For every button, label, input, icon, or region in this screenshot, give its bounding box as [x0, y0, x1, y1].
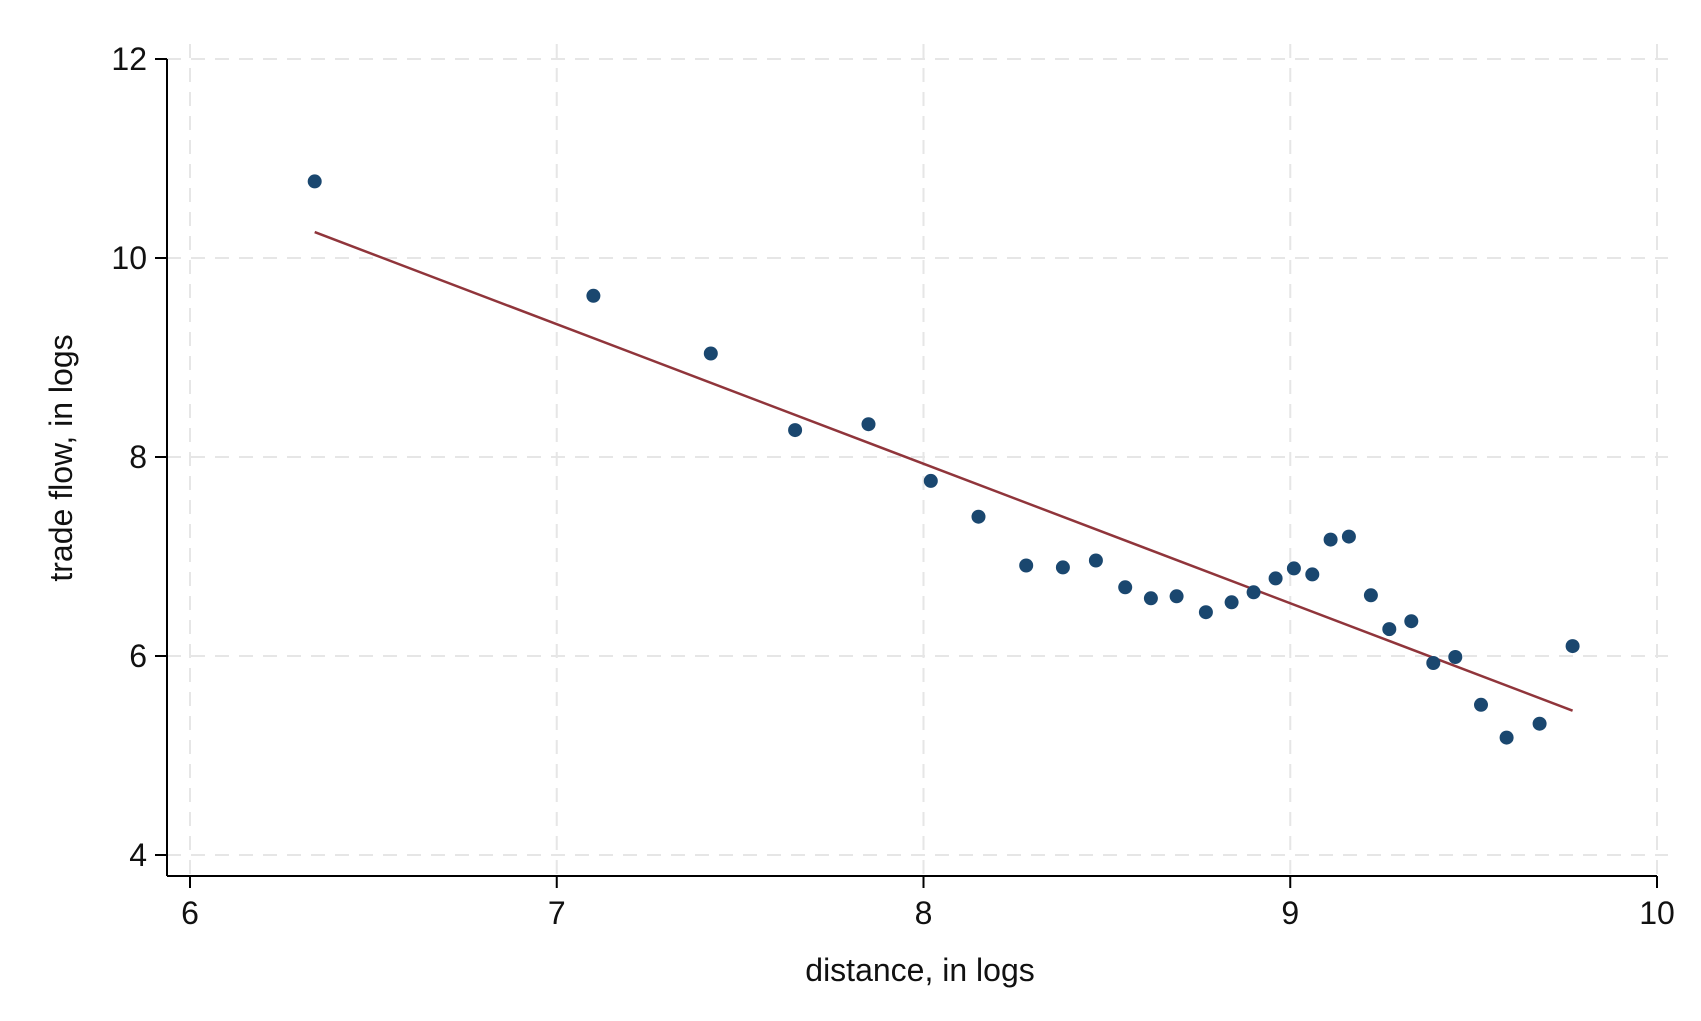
x-tick-label-6: 6	[181, 895, 199, 931]
scatter-point	[1532, 716, 1547, 731]
fit-line	[314, 230, 1574, 712]
scatter-points	[307, 174, 1580, 745]
scatter-point	[1404, 614, 1419, 629]
x-tick-label-9: 9	[1281, 895, 1299, 931]
scatter-point	[861, 417, 876, 432]
scatter-point	[1169, 589, 1184, 604]
scatter-point	[1268, 571, 1283, 586]
scatter-point	[1143, 591, 1158, 606]
scatter-point	[307, 174, 322, 189]
scatter-point	[1426, 656, 1441, 670]
fit-line-layer	[314, 230, 1574, 712]
scatter-point	[1382, 622, 1397, 637]
scatter-point	[971, 509, 986, 524]
scatter-point	[1305, 567, 1320, 582]
y-tick-label-4: 4	[129, 837, 147, 873]
scatter-point	[586, 288, 601, 303]
scatter-point	[788, 423, 803, 438]
scatter-point	[1088, 553, 1103, 568]
scatter-point	[1019, 558, 1034, 573]
y-tick-label-6: 6	[129, 638, 147, 674]
scatter-point	[1323, 532, 1338, 547]
grid-lines	[167, 44, 1668, 876]
y-axis-title: trade flow, in logs	[43, 334, 79, 581]
y-tick-label-8: 8	[129, 439, 147, 475]
scatter-point	[1224, 595, 1239, 610]
x-tick-label-7: 7	[548, 895, 566, 931]
scatter-point	[1246, 585, 1261, 600]
scatter-point	[1198, 605, 1213, 620]
scatter-point	[1499, 730, 1514, 745]
x-tick-label-8: 8	[915, 895, 933, 931]
y-tick-label-10: 10	[111, 240, 147, 276]
axes	[155, 58, 1658, 888]
scatter-point	[1341, 529, 1356, 544]
scatter-point	[1055, 560, 1070, 575]
scatter-point	[1474, 697, 1488, 712]
scatter-point	[923, 473, 938, 488]
scatter-point	[1118, 580, 1133, 595]
scatter-point	[1363, 588, 1378, 603]
x-axis-title: distance, in logs	[805, 952, 1034, 988]
y-tick-label-12: 12	[111, 41, 147, 77]
x-tick-label-10: 10	[1639, 895, 1675, 931]
scatter-point	[1565, 639, 1580, 654]
scatter-point	[1286, 561, 1301, 576]
scatter-point	[703, 346, 718, 361]
scatter-point	[1448, 650, 1463, 664]
